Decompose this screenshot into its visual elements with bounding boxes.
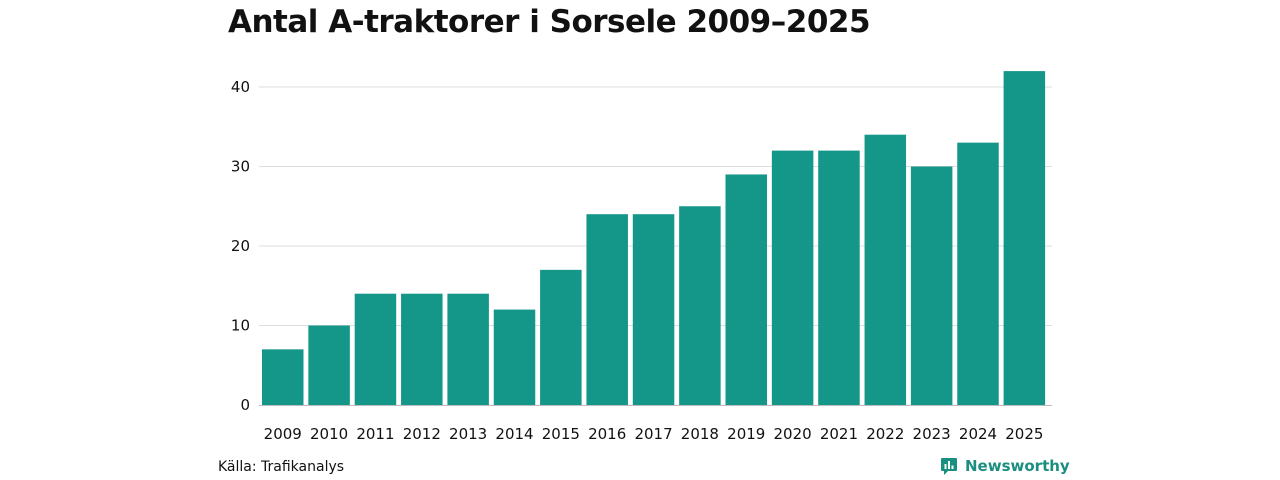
x-tick-label: 2024 bbox=[959, 425, 997, 443]
x-tick-label: 2018 bbox=[681, 425, 719, 443]
bar-2021 bbox=[818, 150, 860, 405]
x-tick-label: 2023 bbox=[913, 425, 951, 443]
bar-2022 bbox=[864, 134, 907, 405]
y-tick-label: 0 bbox=[240, 396, 250, 414]
y-tick-label: 20 bbox=[231, 237, 250, 255]
bar-2019 bbox=[725, 174, 767, 405]
x-tick-label: 2015 bbox=[542, 425, 580, 443]
bar-2023 bbox=[910, 166, 953, 405]
x-tick-label: 2011 bbox=[356, 425, 394, 443]
x-tick-label: 2017 bbox=[634, 425, 672, 443]
x-tick-label: 2010 bbox=[310, 425, 348, 443]
chart-title: Antal A-traktorer i Sorsele 2009–2025 bbox=[228, 4, 871, 40]
bar-2018 bbox=[679, 206, 721, 405]
brand-logo: Newsworthy bbox=[939, 456, 1070, 476]
x-axis-ticks: 2009 2010 2011 2012 2013 2014 2015 2016 2017 2018… bbox=[264, 425, 1044, 443]
bar-2015 bbox=[540, 269, 582, 405]
bar-2011 bbox=[354, 293, 397, 405]
x-tick-label: 2012 bbox=[403, 425, 441, 443]
bar-2020 bbox=[771, 150, 814, 405]
bars bbox=[262, 71, 1046, 405]
x-tick-label: 2025 bbox=[1005, 425, 1043, 443]
brand-name: Newsworthy bbox=[965, 457, 1070, 475]
bar-2024 bbox=[957, 142, 999, 405]
y-axis-ticks: 0 10 20 30 40 bbox=[231, 78, 250, 414]
bar-2025 bbox=[1003, 71, 1046, 405]
newsworthy-logo-icon bbox=[941, 458, 957, 475]
source-note: Källa: Trafikanalys bbox=[218, 459, 345, 475]
bar-2017 bbox=[632, 214, 675, 405]
x-tick-label: 2009 bbox=[264, 425, 302, 443]
bar-2009 bbox=[262, 349, 304, 405]
x-tick-label: 2014 bbox=[495, 425, 533, 443]
bar-2016 bbox=[586, 214, 628, 405]
bar-2012 bbox=[401, 293, 443, 405]
bar-2013 bbox=[447, 293, 489, 405]
y-tick-label: 40 bbox=[231, 78, 250, 96]
bar-2010 bbox=[308, 325, 350, 405]
x-tick-label: 2019 bbox=[727, 425, 765, 443]
x-tick-label: 2022 bbox=[866, 425, 904, 443]
bar-2014 bbox=[493, 309, 536, 405]
x-tick-label: 2013 bbox=[449, 425, 487, 443]
x-tick-label: 2020 bbox=[774, 425, 812, 443]
y-tick-label: 30 bbox=[231, 158, 250, 176]
x-tick-label: 2016 bbox=[588, 425, 626, 443]
y-tick-label: 10 bbox=[231, 317, 250, 335]
x-tick-label: 2021 bbox=[820, 425, 858, 443]
